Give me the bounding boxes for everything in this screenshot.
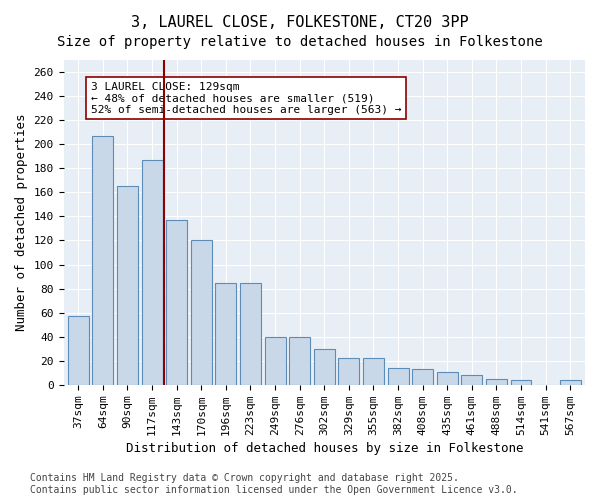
Bar [117,186,138,385]
Bar [289,336,310,385]
Bar [437,372,458,385]
Bar [314,348,335,385]
Bar [338,358,359,385]
Text: Contains HM Land Registry data © Crown copyright and database right 2025.
Contai: Contains HM Land Registry data © Crown c… [30,474,518,495]
Text: 3 LAUREL CLOSE: 129sqm
← 48% of detached houses are smaller (519)
52% of semi-de: 3 LAUREL CLOSE: 129sqm ← 48% of detached… [91,82,401,115]
Bar [511,380,532,385]
Bar [68,316,89,385]
Bar [461,375,482,385]
Bar [363,358,384,385]
Text: Size of property relative to detached houses in Folkestone: Size of property relative to detached ho… [57,35,543,49]
Y-axis label: Number of detached properties: Number of detached properties [15,114,28,331]
Bar [240,282,261,385]
Bar [486,379,507,385]
Text: 3, LAUREL CLOSE, FOLKESTONE, CT20 3PP: 3, LAUREL CLOSE, FOLKESTONE, CT20 3PP [131,15,469,30]
Bar [215,282,236,385]
Bar [92,136,113,385]
Bar [265,336,286,385]
Bar [388,368,409,385]
Bar [166,220,187,385]
Bar [142,160,163,385]
Bar [560,380,581,385]
Bar [191,240,212,385]
X-axis label: Distribution of detached houses by size in Folkestone: Distribution of detached houses by size … [125,442,523,455]
Bar [412,369,433,385]
